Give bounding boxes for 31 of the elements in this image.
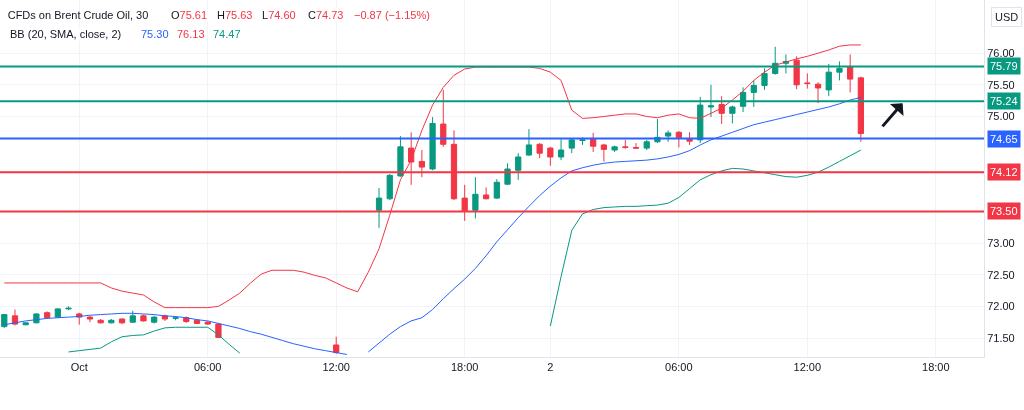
y-tick-label: 72.50 <box>987 268 1015 281</box>
x-tick-label: 06:00 <box>665 361 693 374</box>
y-tick-label: 71.50 <box>987 331 1015 344</box>
x-tick-label: Oct <box>70 361 88 374</box>
x-tick-label: 18:00 <box>922 361 950 374</box>
text: BB (20, SMA, close, 2) <box>10 28 122 40</box>
x-tick-label: 12:00 <box>793 361 822 374</box>
annotation: −0.87 (−1.15%) <box>354 9 430 21</box>
annotation: 76.13 <box>177 28 205 40</box>
ref-line-label: 74.65 <box>990 133 1018 145</box>
y-tick-label: 76.00 <box>987 47 1015 60</box>
x-tick-label: 06:00 <box>193 361 222 374</box>
y-tick-label: 73.00 <box>987 236 1015 249</box>
y-tick-label: 75.00 <box>987 110 1015 123</box>
text: USD <box>995 11 1019 23</box>
y-tick-label: 75.50 <box>987 78 1015 91</box>
annotation: L74.60 <box>262 9 296 21</box>
annotation: 75.30 <box>141 28 169 40</box>
ref-line-label: 75.79 <box>990 60 1018 72</box>
annotation: O75.61 <box>171 9 208 21</box>
annotation: C74.73 <box>308 9 344 21</box>
ref-line-label: 73.50 <box>990 205 1018 217</box>
ref-line-label: 74.12 <box>990 166 1018 178</box>
y-tick-label: 72.00 <box>987 300 1015 313</box>
ref-line-label: 75.24 <box>990 95 1018 107</box>
annotation: H75.63 <box>217 9 253 21</box>
annotation: 74.47 <box>213 28 241 40</box>
x-tick-label: 12:00 <box>322 361 350 374</box>
text: CFDs on Brent Crude Oil, 30 <box>7 8 149 21</box>
x-tick-label: 18:00 <box>450 361 479 374</box>
x-tick-label: 2 <box>547 361 554 374</box>
